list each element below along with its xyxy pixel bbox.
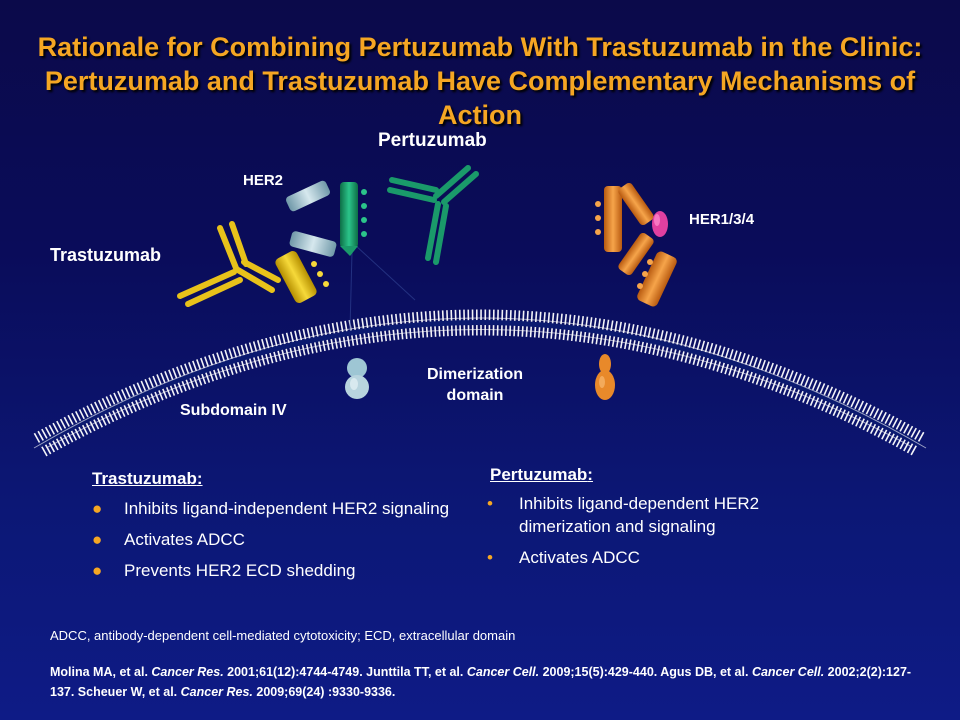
- dimer-partner-shape: [652, 211, 668, 237]
- list-item: ● Activates ADCC: [88, 528, 468, 551]
- references: Molina MA, et al. Cancer Res. 2001;61(12…: [50, 662, 930, 702]
- list-item-text: Activates ADCC: [124, 530, 245, 549]
- trastuzumab-antibody: [177, 221, 281, 307]
- her2-label: HER2: [243, 172, 284, 189]
- bullet-icon: ●: [92, 530, 103, 549]
- pertuzumab-block-heading: Pertuzumab:: [490, 465, 593, 484]
- reference-journal: Cancer Cell.: [751, 665, 825, 679]
- list-item-text: Activates ADCC: [519, 548, 640, 567]
- list-item: ● Inhibits ligand-independent HER2 signal…: [88, 497, 468, 520]
- dimerization-label-line2: domain: [446, 387, 504, 404]
- reference-text: 2009;69(24) :9330-9336.: [252, 685, 396, 699]
- list-item-text: Inhibits ligand-independent HER2 signali…: [124, 499, 450, 518]
- bullet-icon: ●: [92, 561, 103, 580]
- abbreviations-footnote: ADCC, antibody-dependent cell-mediated c…: [50, 628, 516, 643]
- cell-membrane: [33, 309, 927, 457]
- bullet-icon: ●: [92, 499, 103, 518]
- bullet-icon: •: [487, 494, 493, 513]
- list-item-text: Prevents HER2 ECD shedding: [124, 561, 356, 580]
- trastuzumab-binding-domain: [275, 251, 329, 303]
- trastuzumab-block-heading: Trastuzumab:: [92, 469, 203, 488]
- slide-title: Rationale for Combining Pertuzumab With …: [37, 32, 923, 130]
- subdomain-iv-label: Subdomain IV: [180, 402, 287, 419]
- list-item-text: Inhibits ligand-dependent HER2 dimerizat…: [519, 494, 760, 536]
- bullet-icon: •: [487, 548, 493, 567]
- dimerization-label-line1: Dimerization: [426, 366, 523, 383]
- her134-receptor: [595, 182, 677, 307]
- connector-lines: [349, 244, 416, 331]
- her134-intracellular-domain: [595, 354, 615, 400]
- reference-text: 2002;2(2):127-137. Scheuer W, et al.: [50, 665, 912, 699]
- trastuzumab-label: Trastuzumab: [50, 245, 162, 265]
- pertuzumab-label: Pertuzumab: [378, 130, 487, 151]
- reference-journal: Cancer Cell.: [466, 665, 540, 679]
- list-item: • Activates ADCC: [483, 546, 833, 569]
- trastuzumab-mechanism-list: ● Inhibits ligand-independent HER2 signal…: [88, 497, 468, 590]
- pertuzumab-heading-text: Pertuzumab: [490, 465, 588, 484]
- reference-journal: Cancer Res.: [151, 665, 224, 679]
- trastuzumab-heading-text: Trastuzumab: [92, 469, 197, 488]
- dimerization-domain-label: Dimerization domain: [410, 364, 540, 406]
- reference-journal: Cancer Res.: [180, 685, 253, 699]
- her2-receptor: [285, 180, 337, 257]
- list-item: ● Prevents HER2 ECD shedding: [88, 559, 468, 582]
- reference-text: 2001;61(12):4744-4749. Junttila TT, et a…: [223, 665, 467, 679]
- reference-text: 2009;15(5):429-440. Agus DB, et al.: [539, 665, 752, 679]
- pertuzumab-binding-domain: [340, 182, 367, 256]
- list-item: • Inhibits ligand-dependent HER2 dimeriza…: [483, 492, 833, 538]
- her2-intracellular-domain: [345, 358, 369, 399]
- pertuzumab-mechanism-list: • Inhibits ligand-dependent HER2 dimeriza…: [483, 492, 833, 577]
- pertuzumab-antibody: [387, 165, 479, 265]
- her134-label: HER1/3/4: [689, 211, 755, 228]
- reference-text: Molina MA, et al.: [50, 665, 152, 679]
